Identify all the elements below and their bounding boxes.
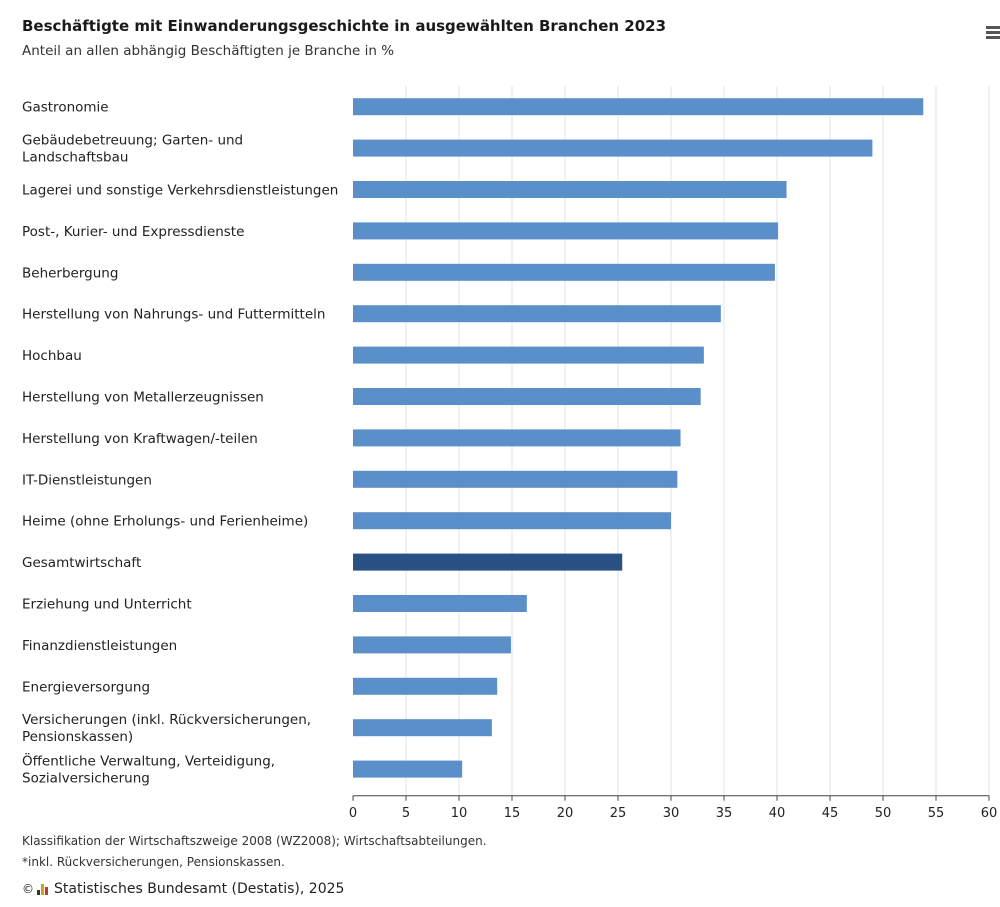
category-label-line: Herstellung von Metallerzeugnissen (22, 390, 264, 406)
x-tick-label-10: 50 (875, 806, 892, 821)
bar-0 (353, 98, 924, 116)
category-label-16: Öffentliche Verwaltung, Verteidigung, Soz… (22, 752, 275, 787)
category-label-3: Post-, Kurier- und Expressdienste (22, 224, 244, 240)
hamburger-menu-icon[interactable] (986, 26, 1000, 40)
category-label-6: Hochbau (22, 348, 82, 364)
bar-15 (353, 719, 492, 737)
bar-3 (353, 222, 779, 240)
category-label-13: Finanzdienstleistungen (22, 638, 177, 654)
x-tick-label-5: 25 (610, 806, 627, 821)
category-label-10: Heime (ohne Erholungs- und Ferienheime) (22, 514, 308, 530)
category-label-line: Lagerei und sonstige Verkehrsdienstleist… (22, 183, 338, 199)
bar-11 (353, 553, 623, 571)
x-tick-label-11: 55 (928, 806, 945, 821)
bar-10 (353, 512, 671, 530)
category-label-line: Hochbau (22, 348, 82, 364)
copyright-symbol: © (22, 882, 34, 896)
footnote-insurance: *inkl. Rückversicherungen, Pensionskasse… (22, 855, 285, 869)
category-label-8: Herstellung von Kraftwagen/-teilen (22, 431, 258, 447)
bar-2 (353, 181, 787, 198)
category-label-line: Öffentliche Verwaltung, Verteidigung, (22, 752, 275, 770)
source-line: © Statistisches Bundesamt (Destatis), 20… (22, 881, 344, 897)
category-label-line: Pensionskassen) (22, 729, 133, 745)
x-tick-label-2: 10 (451, 806, 468, 821)
x-tick-label-6: 30 (663, 806, 680, 821)
x-tick-label-0: 0 (349, 806, 357, 821)
category-label-12: Erziehung und Unterricht (22, 597, 192, 613)
x-tick-label-3: 15 (504, 806, 521, 821)
chart-subtitle: Anteil an allen abhängig Beschäftigten j… (22, 43, 395, 59)
x-tick-label-8: 40 (769, 806, 786, 821)
x-tick-label-4: 20 (557, 806, 574, 821)
category-label-line: Gebäudebetreuung; Garten- und (22, 133, 243, 149)
category-label-11: Gesamtwirtschaft (22, 555, 141, 571)
category-label-0: Gastronomie (22, 100, 109, 116)
category-label-line: Versicherungen (inkl. Rückversicherungen… (22, 712, 311, 728)
x-tick-label-7: 35 (716, 806, 733, 821)
category-label-7: Herstellung von Metallerzeugnissen (22, 390, 264, 406)
x-tick-label-9: 45 (822, 806, 839, 821)
bar-chart: Gastronomie Gebäudebetreuung; Garten- und… (22, 86, 998, 821)
category-label-line: Gastronomie (22, 100, 109, 116)
category-label-15: Versicherungen (inkl. Rückversicherungen… (22, 712, 311, 745)
category-label-line: Herstellung von Nahrungs- und Futtermitt… (22, 307, 325, 323)
category-label-line: Beherbergung (22, 265, 118, 281)
category-label-2: Lagerei und sonstige Verkehrsdienstleist… (22, 183, 338, 199)
category-label-4: Beherbergung (22, 265, 118, 281)
bar-4 (353, 263, 775, 281)
x-tick-label-1: 5 (402, 806, 410, 821)
bar-13 (353, 636, 511, 654)
footnote-classification: Klassifikation der Wirtschaftszweige 200… (22, 834, 487, 848)
category-label-line: Erziehung und Unterricht (22, 597, 192, 613)
source-text: Statistisches Bundesamt (Destatis), 2025 (54, 881, 345, 897)
category-label-line: Gesamtwirtschaft (22, 555, 141, 571)
category-label-line: Finanzdienstleistungen (22, 638, 177, 654)
chart-title: Beschäftigte mit Einwanderungsgeschichte… (22, 17, 667, 35)
category-label-line: Energieversorgung (22, 679, 150, 695)
category-label-line: IT-Dienstleistungen (22, 472, 152, 488)
category-label-9: IT-Dienstleistungen (22, 472, 152, 488)
category-label-line: Herstellung von Kraftwagen/-teilen (22, 431, 258, 447)
bar-9 (353, 470, 678, 488)
bar-8 (353, 429, 681, 447)
category-label-1: Gebäudebetreuung; Garten- und Landschafts… (22, 133, 243, 166)
category-label-line: Sozialversicherung (22, 771, 150, 787)
bar-1 (353, 139, 873, 157)
bar-5 (353, 305, 721, 323)
category-label-14: Energieversorgung (22, 679, 150, 695)
bar-7 (353, 388, 701, 405)
category-label-line: Heime (ohne Erholungs- und Ferienheime) (22, 514, 308, 530)
destatis-logo-icon (37, 883, 49, 895)
x-tick-label-12: 60 (981, 806, 998, 821)
category-label-line: Post-, Kurier- und Expressdienste (22, 224, 244, 240)
category-label-line: Landschaftsbau (22, 150, 128, 166)
bar-6 (353, 346, 704, 364)
bar-14 (353, 677, 498, 695)
bar-12 (353, 595, 527, 612)
bar-16 (353, 760, 463, 778)
category-label-5: Herstellung von Nahrungs- und Futtermitt… (22, 307, 325, 323)
